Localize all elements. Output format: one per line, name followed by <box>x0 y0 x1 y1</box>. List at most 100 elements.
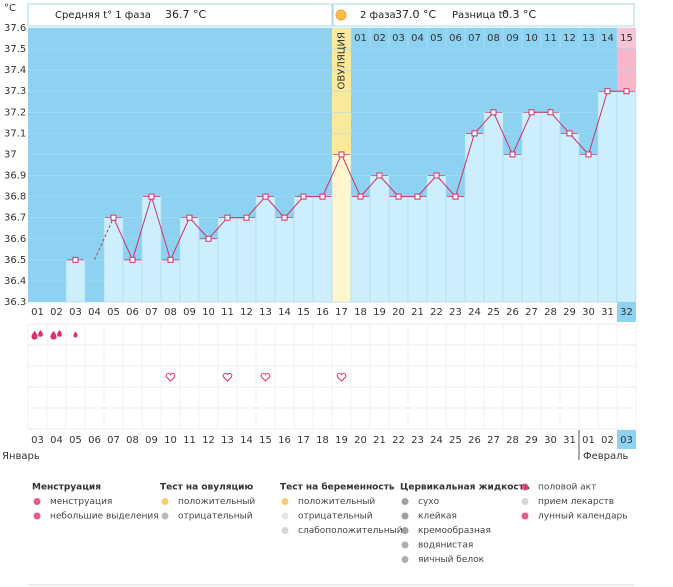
legend-title: Тест на овуляцию <box>160 483 253 493</box>
intercourse-icon <box>165 372 176 382</box>
legend-icon <box>401 527 409 534</box>
date-label: 29 <box>525 435 538 446</box>
legend-item: лунный календарь <box>538 512 628 522</box>
temperature-bar <box>179 217 200 303</box>
legend-item: половой акт <box>538 483 596 493</box>
phase2-day: 03 <box>392 33 405 44</box>
temperature-bar <box>540 112 561 303</box>
temperature-bar <box>122 259 143 303</box>
temperature-point <box>110 214 117 221</box>
cycle-day: 25 <box>487 307 500 318</box>
y-tick-label: 36.3 <box>4 297 26 308</box>
temperature-point <box>547 109 554 116</box>
temperature-point <box>376 172 383 179</box>
temperature-bar <box>559 133 580 303</box>
cycle-day: 19 <box>373 307 386 318</box>
legend-icon <box>161 512 169 520</box>
temperature-point <box>528 109 535 116</box>
menstruation-icon <box>57 330 62 337</box>
temperature-line <box>113 90 627 262</box>
cycle-day: 30 <box>582 307 595 318</box>
phase2-day: 10 <box>525 33 538 44</box>
cycle-day: 01 <box>31 307 44 318</box>
phase2-day: 05 <box>430 33 443 44</box>
temperature-point <box>414 193 421 200</box>
cycle-day: 02 <box>50 307 63 318</box>
temperature-bar <box>198 238 219 303</box>
temperature-point <box>357 193 364 200</box>
phase2-day: 04 <box>411 33 424 44</box>
cycle-day: 27 <box>525 307 538 318</box>
legend-icon <box>281 527 289 534</box>
cycle-day: 05 <box>107 307 120 318</box>
phase2-day: 08 <box>487 33 500 44</box>
cycle-day: 20 <box>392 307 405 318</box>
temperature-point <box>243 214 250 221</box>
temperature-point <box>490 109 497 116</box>
cycle-day: 11 <box>221 307 234 318</box>
sun-icon <box>335 9 347 21</box>
temperature-bar <box>293 196 314 303</box>
cycle-day: 17 <box>335 307 348 318</box>
cycle-day: 07 <box>145 307 158 318</box>
intercourse-icon <box>336 372 347 382</box>
phase2-day: 15 <box>620 33 633 44</box>
diff-value: 0.3 °C <box>502 8 536 21</box>
y-tick-label: 36.6 <box>4 234 26 245</box>
today-cell <box>617 302 636 322</box>
temperature-bar <box>236 217 257 303</box>
temperature-bar <box>483 112 504 303</box>
date-label: 04 <box>50 435 63 446</box>
unit-label: °C <box>4 3 16 14</box>
date-label: 19 <box>335 435 348 446</box>
legend-item: небольшие выделения <box>50 512 159 522</box>
temperature-point <box>262 193 269 200</box>
temperature-point <box>129 256 136 263</box>
intercourse-icon <box>222 372 233 382</box>
cycle-day: 03 <box>69 307 82 318</box>
legend-icon <box>521 512 529 520</box>
phase1-value: 36.7 °C <box>165 8 206 21</box>
temperature-point <box>205 235 212 242</box>
date-label: 06 <box>88 435 101 446</box>
legend-icon <box>521 498 529 505</box>
legend-icon <box>401 512 409 520</box>
temperature-bar <box>464 133 485 303</box>
date-label: 18 <box>316 435 329 446</box>
legend-item: сухо <box>418 497 440 507</box>
phase2-day: 11 <box>544 33 557 44</box>
legend-item: яичный белок <box>418 555 485 565</box>
today-date-cell <box>617 430 636 449</box>
y-tick-label: 36.9 <box>4 171 26 182</box>
date-label: 14 <box>240 435 253 446</box>
cycle-day: 23 <box>449 307 462 318</box>
phase2-day: 02 <box>373 33 386 44</box>
temperature-bar <box>616 90 637 303</box>
cycle-day: 04 <box>88 307 101 318</box>
top-row <box>351 28 636 48</box>
temperature-bar <box>350 196 371 303</box>
temperature-bar <box>597 90 618 303</box>
temperature-bar <box>388 196 409 303</box>
legend-item: прием лекарств <box>538 497 614 507</box>
cycle-day: 14 <box>278 307 291 318</box>
y-tick-label: 36.4 <box>4 276 26 287</box>
date-label: 25 <box>449 435 462 446</box>
temperature-point <box>604 88 611 95</box>
temperature-point <box>319 193 326 200</box>
header-box <box>332 3 635 27</box>
legend-item: слабоположительный <box>298 526 403 536</box>
phase2-day: 09 <box>506 33 519 44</box>
legend-item: положительный <box>298 497 375 507</box>
date-label: 15 <box>259 435 272 446</box>
date-label: 17 <box>297 435 310 446</box>
y-tick-label: 37.3 <box>4 86 26 97</box>
today-top <box>617 28 636 48</box>
cycle-day: 32 <box>620 307 633 318</box>
cycle-day: 24 <box>468 307 481 318</box>
spotting-icon <box>73 331 78 338</box>
y-tick-label: 37 <box>4 149 17 160</box>
temperature-bar <box>103 217 124 303</box>
